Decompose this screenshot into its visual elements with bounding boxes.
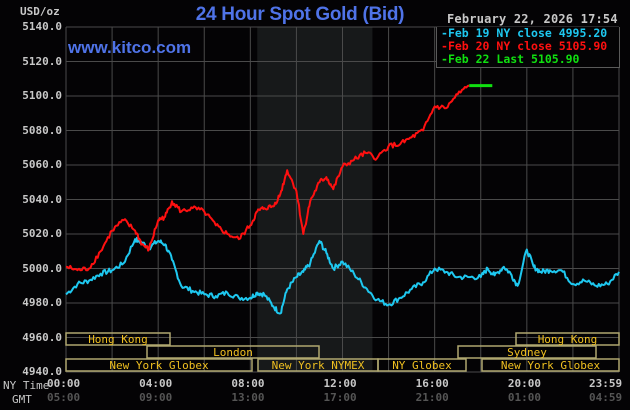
y-tick-label: 5060.0 bbox=[22, 158, 62, 171]
x-tick-gmt: 05:00 bbox=[47, 391, 81, 404]
series-line bbox=[65, 236, 620, 315]
session-bar bbox=[377, 358, 467, 372]
session-bar bbox=[515, 332, 620, 346]
legend-marker-icon: - bbox=[441, 39, 448, 53]
session-label: NY Globex bbox=[392, 359, 452, 372]
legend-marker-icon: - bbox=[441, 52, 448, 66]
x-tick-gmt: 13:00 bbox=[231, 391, 265, 404]
chart-legend: -Feb 19 NY close 4995.20 -Feb 20 NY clos… bbox=[436, 27, 620, 68]
gmt-label: GMT bbox=[12, 393, 32, 406]
y-axis-unit: USD/oz bbox=[20, 5, 60, 18]
x-tick-gmt: 09:00 bbox=[139, 391, 173, 404]
y-tick-label: 4980.0 bbox=[22, 296, 62, 309]
legend-item-feb19: -Feb 19 NY close 4995.20 bbox=[441, 26, 608, 40]
x-tick-ny: 23:59 bbox=[589, 377, 623, 390]
y-tick-label: 5080.0 bbox=[22, 123, 62, 137]
x-tick-ny: 16:00 bbox=[415, 377, 449, 390]
x-tick-gmt: 04:59 bbox=[589, 391, 623, 404]
y-tick-label: 5100.0 bbox=[22, 89, 62, 102]
x-tick-ny: 08:00 bbox=[231, 377, 265, 390]
site-watermark: www.kitco.com bbox=[68, 38, 192, 57]
session-bar bbox=[146, 345, 320, 359]
series-line bbox=[65, 84, 470, 272]
chart-title: 24 Hour Spot Gold (Bid) bbox=[195, 4, 405, 25]
session-bar bbox=[65, 358, 253, 372]
x-tick-ny: 12:00 bbox=[323, 377, 357, 390]
y-tick-label: 4940.0 bbox=[22, 365, 62, 378]
y-tick-label: 5000.0 bbox=[22, 261, 62, 275]
session-label: London bbox=[213, 346, 253, 359]
session-label: New York Globex bbox=[501, 359, 601, 372]
session-label: New York Globex bbox=[109, 359, 209, 372]
session-label: Sydney bbox=[507, 346, 547, 359]
x-tick-ny: 04:00 bbox=[139, 377, 173, 390]
y-tick-label: 5140.0 bbox=[22, 20, 62, 33]
legend-item-feb20: -Feb 20 NY close 5105.90 bbox=[441, 39, 608, 53]
y-tick-label: 5040.0 bbox=[22, 192, 62, 206]
session-bar bbox=[481, 358, 620, 372]
legend-item-feb22: -Feb 22 Last 5105.90 bbox=[441, 52, 580, 66]
y-tick-label: 4960.0 bbox=[22, 330, 62, 344]
x-tick-ny: 20:00 bbox=[507, 377, 541, 390]
y-tick-label: 5020.0 bbox=[22, 227, 62, 240]
session-bar bbox=[65, 332, 171, 346]
session-bar bbox=[457, 345, 597, 359]
x-tick-ny: 00:00 bbox=[47, 377, 81, 390]
ny-time-label: NY Time bbox=[3, 379, 50, 392]
x-tick-gmt: 01:00 bbox=[507, 391, 541, 404]
chart-datetime: February 22, 2026 17:54 bbox=[447, 12, 618, 26]
session-label: Hong Kong bbox=[538, 333, 598, 346]
x-tick-gmt: 21:00 bbox=[415, 391, 449, 404]
legend-marker-icon: - bbox=[441, 26, 448, 40]
y-tick-label: 5120.0 bbox=[22, 54, 62, 68]
session-label: Hong Kong bbox=[88, 333, 148, 346]
x-tick-gmt: 17:00 bbox=[323, 391, 357, 404]
session-label: New York NYMEX bbox=[272, 359, 365, 372]
